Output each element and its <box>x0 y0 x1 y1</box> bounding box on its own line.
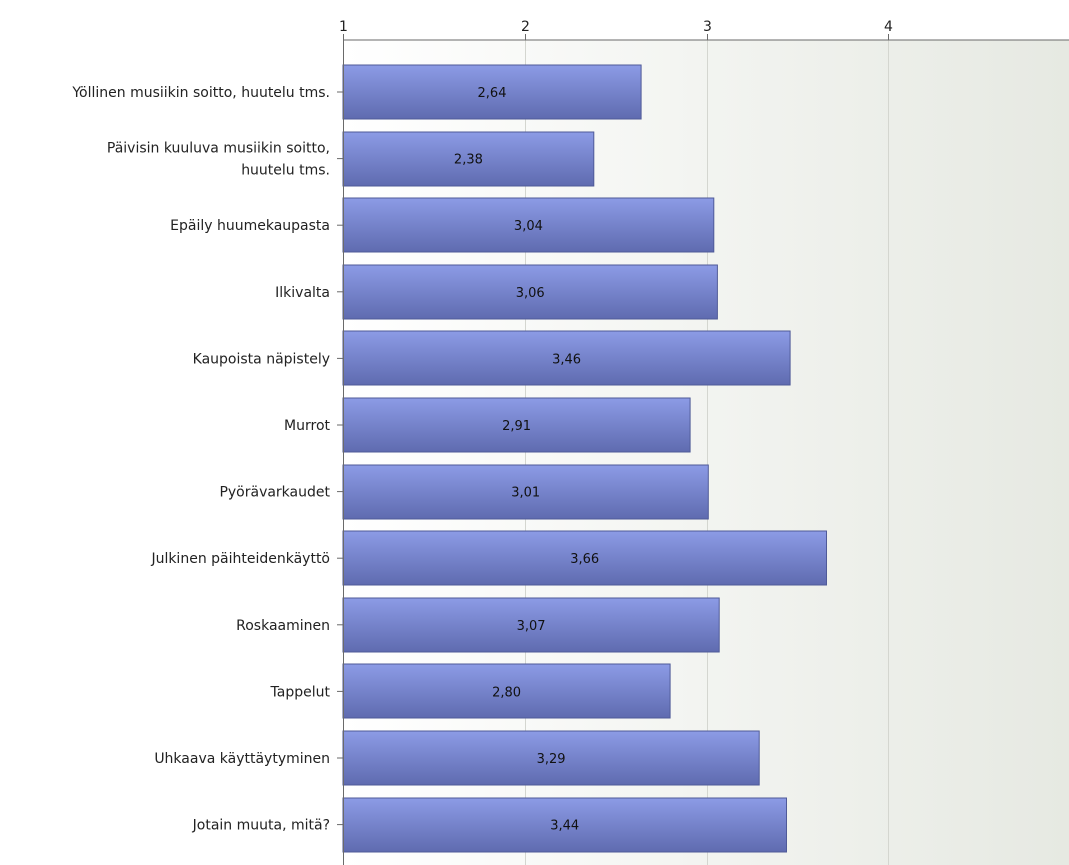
bar <box>342 197 715 253</box>
category-label: Julkinen päihteidenkäyttö <box>150 551 330 567</box>
bar <box>342 264 718 320</box>
bar <box>342 64 642 120</box>
x-tick-label: 4 <box>884 19 893 35</box>
bar-value-label: 3,46 <box>552 352 581 367</box>
category-label: Ilkivalta <box>275 285 330 301</box>
bar <box>342 330 791 386</box>
x-tick-label: 2 <box>521 19 530 35</box>
category-label: huutelu tms. <box>241 163 330 179</box>
bar <box>342 397 691 453</box>
category-label: Tappelut <box>270 684 331 700</box>
category-label: Roskaaminen <box>236 618 330 634</box>
bar-value-label: 3,07 <box>517 619 546 634</box>
bar-value-label: 3,44 <box>550 819 579 834</box>
category-label: Kaupoista näpistely <box>193 351 330 367</box>
category-label: Jotain muuta, mitä? <box>192 818 330 834</box>
x-axis-ticks: 12345 <box>339 19 1069 41</box>
bar-value-label: 3,06 <box>516 286 545 301</box>
category-labels: Yöllinen musiikin soitto, huutelu tms. Pä… <box>71 85 343 834</box>
bar-value-label: 2,80 <box>492 685 521 700</box>
x-tick-label: 1 <box>339 19 348 35</box>
bar-value-label: 2,38 <box>454 153 483 168</box>
bar-value-label: 3,04 <box>514 219 543 234</box>
bars: 2,64 2,38 3,04 3,06 3,46 2,91 3,01 3,66 3,07 2,80… <box>342 64 827 853</box>
category-label: Yöllinen musiikin soitto, huutelu tms. <box>71 85 330 101</box>
bar-value-label: 3,29 <box>537 752 566 767</box>
category-label: Epäily huumekaupasta <box>170 218 330 234</box>
bar-value-label: 2,64 <box>478 86 507 101</box>
bar <box>342 797 787 853</box>
bar <box>342 597 720 653</box>
category-label: Uhkaava käyttäytyminen <box>154 751 330 767</box>
category-label: Murrot <box>284 418 330 434</box>
bar <box>342 131 595 187</box>
bar-value-label: 2,91 <box>502 419 531 434</box>
bar <box>342 464 709 520</box>
bar <box>342 730 760 786</box>
category-label: Pyörävarkaudet <box>219 485 330 501</box>
category-label: Päivisin kuuluva musiikin soitto, <box>107 141 330 157</box>
bar-value-label: 3,01 <box>511 486 540 501</box>
x-tick-label: 3 <box>703 19 712 35</box>
bar-value-label: 3,66 <box>570 552 599 567</box>
